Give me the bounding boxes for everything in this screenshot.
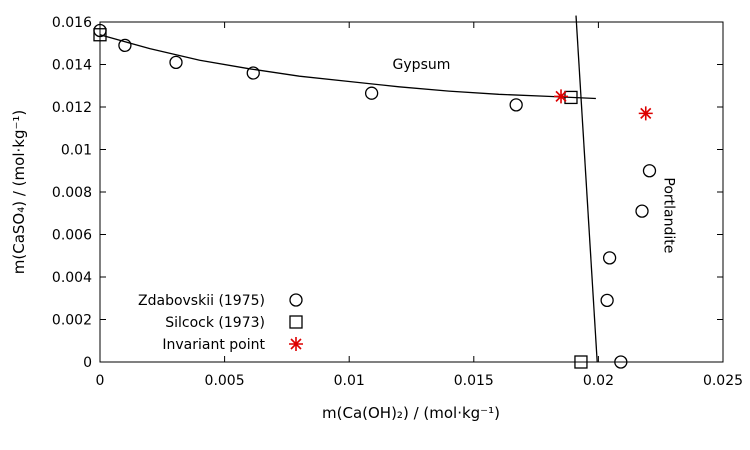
- y-tick-label: 0.016: [52, 15, 92, 31]
- data-point-zdabovskii-1975: [364, 86, 379, 100]
- y-tick-label: 0.004: [52, 270, 92, 286]
- data-point-zdabovskii-1975: [169, 55, 183, 70]
- data-point-zdabovskii-1975: [600, 293, 614, 308]
- data-point-silcock-1973: [564, 90, 578, 105]
- annotations: Gypsum Portlandite: [393, 57, 677, 254]
- plot-frame: [99, 21, 724, 363]
- y-tick-label: 0.008: [52, 185, 92, 201]
- x-tick-label: 0.015: [454, 373, 494, 389]
- annotation-gypsum: Gypsum: [393, 57, 451, 73]
- curve-portlandite: [575, 15, 598, 363]
- legend-marker: [289, 337, 303, 351]
- x-tick-label: 0.01: [334, 373, 365, 389]
- x-axis: 0 0.005 0.01 0.015 0.02 0.025: [96, 22, 743, 389]
- legend: Zdabovskii (1975) Silcock (1973) Invariant…: [138, 293, 303, 353]
- legend-marker: [289, 293, 303, 307]
- data-point-zdabovskii-1975: [246, 66, 260, 80]
- legend-marker: [289, 315, 303, 329]
- legend-label: Zdabovskii (1975): [138, 293, 265, 309]
- y-tick-label: 0: [83, 355, 92, 371]
- legend-label: Invariant point: [162, 337, 265, 353]
- curve-gypsum: [99, 34, 596, 100]
- data-point-zdabovskii-1975: [602, 251, 617, 265]
- x-tick-label: 0: [96, 373, 105, 389]
- data-point-zdabovskii-1975: [509, 98, 523, 112]
- data-point-invariant-point: [554, 89, 569, 104]
- y-tick-label: 0.002: [52, 313, 92, 329]
- data-point-invariant-point: [638, 106, 653, 121]
- y-tick-label: 0.006: [52, 228, 92, 244]
- chart-marks: [93, 15, 657, 369]
- y-axis: 0 0.002 0.004 0.006 0.008 0.01 0.012 0.014 0.016: [52, 15, 723, 371]
- y-tick-label: 0.014: [52, 58, 92, 74]
- y-tick-label: 0.01: [61, 143, 92, 159]
- x-tick-label: 0.005: [205, 373, 245, 389]
- data-point-zdabovskii-1975: [642, 164, 657, 178]
- x-tick-label: 0.025: [703, 373, 743, 389]
- y-axis-label: m(CaSO₄) / (mol·kg⁻¹): [10, 110, 28, 274]
- data-point-zdabovskii-1975: [118, 38, 132, 53]
- data-point-zdabovskii-1975: [635, 204, 649, 218]
- legend-label: Silcock (1973): [165, 315, 265, 331]
- y-tick-label: 0.012: [52, 100, 92, 116]
- annotation-portlandite: Portlandite: [660, 177, 676, 253]
- x-tick-label: 0.02: [583, 373, 614, 389]
- x-axis-label: m(Ca(OH)₂) / (mol·kg⁻¹): [322, 404, 500, 422]
